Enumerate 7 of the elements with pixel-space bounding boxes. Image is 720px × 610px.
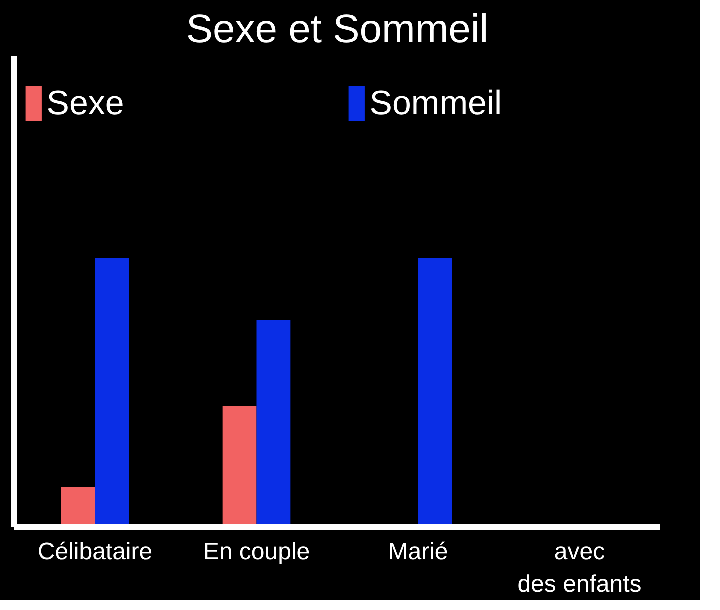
x-tick-label: avec des enfants (518, 538, 642, 598)
x-tick-label: En couple (203, 538, 310, 566)
legend-label: Sexe (46, 84, 124, 123)
x-tick-label: Célibataire (38, 538, 153, 566)
x-tick-label: Marié (388, 538, 448, 566)
legend-label: Sommeil (370, 84, 502, 123)
chart-title: Sexe et Sommeil (186, 8, 489, 52)
